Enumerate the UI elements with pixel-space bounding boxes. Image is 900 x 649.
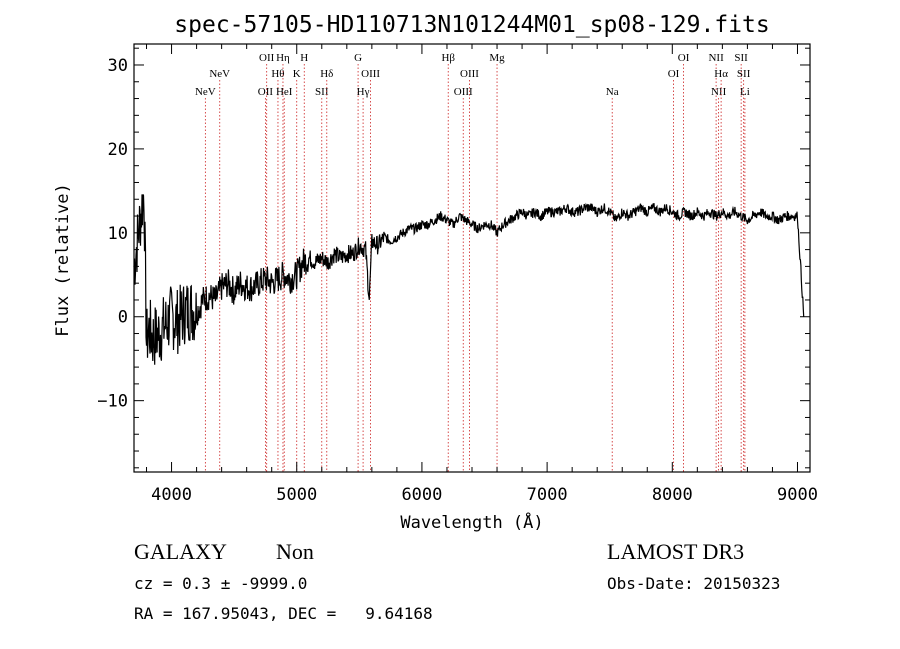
observation-date: Obs-Date: 20150323 xyxy=(607,574,781,593)
y-axis-label: Flux (relative) xyxy=(53,183,73,337)
survey-name: LAMOST DR3 xyxy=(607,539,745,564)
emission-line-label: SII xyxy=(737,68,751,80)
x-tick-label: 8000 xyxy=(652,485,693,505)
emission-line-label: Hη xyxy=(276,52,290,64)
emission-line-label: Hα xyxy=(714,68,728,80)
emission-line-label: G xyxy=(354,52,362,64)
emission-line-label: SII xyxy=(315,86,329,98)
emission-line-label: NII xyxy=(708,52,724,64)
emission-line-label: H xyxy=(300,52,308,64)
plot-frame xyxy=(133,43,811,473)
emission-line-label: Na xyxy=(606,86,619,98)
emission-line-label: OII xyxy=(258,86,274,98)
emission-line-label: OIII xyxy=(460,68,479,80)
x-tick-label: 4000 xyxy=(151,485,192,505)
object-class: GALAXY xyxy=(134,539,227,564)
emission-line-label: OII xyxy=(259,52,275,64)
emission-line-label: Hθ xyxy=(271,68,284,80)
y-tick-label: 30 xyxy=(108,56,128,76)
x-tick-label: 7000 xyxy=(527,485,568,505)
coordinates-readout: RA = 167.95043, DEC = 9.64168 xyxy=(134,604,433,623)
emission-line-label: NII xyxy=(711,86,727,98)
y-tick-label: 10 xyxy=(108,224,128,244)
y-axis-ticks: −10 0 10 20 30 xyxy=(97,47,810,469)
emission-line-label: OIII xyxy=(361,68,380,80)
x-tick-label: 5000 xyxy=(276,485,317,505)
emission-line-label: SII xyxy=(734,52,748,64)
emission-line-label: Hγ xyxy=(357,86,370,98)
y-tick-label: −10 xyxy=(97,392,128,412)
chart-title: spec-57105-HD110713N101244M01_sp08-129.f… xyxy=(174,12,769,38)
emission-line-label: HeI xyxy=(276,86,293,98)
y-tick-label: 0 xyxy=(118,308,128,328)
emission-line-label: OI xyxy=(678,52,690,64)
emission-line-label: NeV xyxy=(209,68,230,80)
redshift-readout: cz = 0.3 ± -9999.0 xyxy=(134,574,308,593)
emission-line-label: Mg xyxy=(489,52,505,64)
emission-line-label: OIII xyxy=(454,86,473,98)
emission-line-label: Hδ xyxy=(320,68,333,80)
x-axis-label: Wavelength (Å) xyxy=(400,511,543,533)
y-tick-label: 20 xyxy=(108,140,128,160)
emission-line-label: K xyxy=(293,68,301,80)
x-tick-label: 6000 xyxy=(401,485,442,505)
emission-line-label: OI xyxy=(668,68,680,80)
emission-line-label: Li xyxy=(740,86,750,98)
emission-line-label: NeV xyxy=(195,86,216,98)
object-subclass: Non xyxy=(276,539,314,564)
spectrum-chart: spec-57105-HD110713N101244M01_sp08-129.f… xyxy=(53,12,818,533)
spectrum-line xyxy=(133,194,805,365)
emission-line-label: Hβ xyxy=(441,52,455,64)
x-tick-label: 9000 xyxy=(777,485,818,505)
x-axis-ticks: 4000 5000 6000 7000 8000 9000 xyxy=(146,44,818,505)
